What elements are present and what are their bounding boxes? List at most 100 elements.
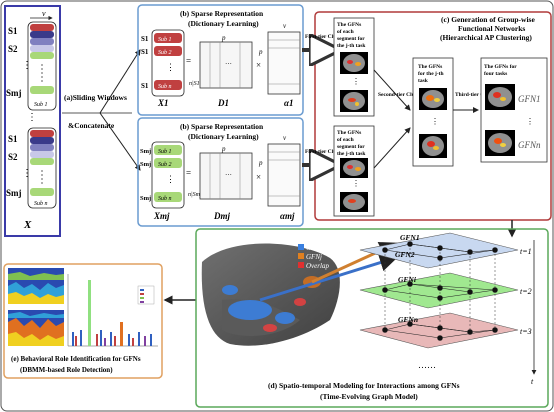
- row-label: Smj: [6, 188, 22, 198]
- svg-text:GFN2: GFN2: [395, 250, 415, 259]
- dots: ⋮: [27, 112, 37, 123]
- svg-text:Sub n: Sub n: [158, 196, 172, 202]
- panel-e-border: [3, 263, 163, 379]
- row-label: S2: [8, 44, 18, 54]
- svg-text:S1: S1: [141, 82, 149, 90]
- svg-text:GFN1: GFN1: [400, 233, 420, 242]
- svg-text:S1: S1: [141, 48, 149, 56]
- gfn1-label: GFN1: [518, 94, 541, 104]
- svg-text:⋮: ⋮: [166, 174, 175, 184]
- panel-a-top-stack: S1 S2 ⋮ Smj Sub 1: [6, 21, 57, 111]
- svg-text:p: p: [221, 34, 226, 42]
- alphamj-label: αmj: [280, 211, 295, 221]
- svg-text:GFNn: GFNn: [398, 315, 418, 324]
- svg-text:=: =: [186, 56, 191, 66]
- svg-text:GFNi: GFNi: [306, 244, 322, 252]
- panel-b-top: (b) Sparse Representation (Dictionary Le…: [137, 4, 304, 116]
- svg-text:The GFNs: The GFNs: [337, 130, 361, 136]
- panel-e: (e) Behavioral Role Identification for G…: [3, 263, 163, 379]
- svg-text:p: p: [258, 48, 263, 56]
- panel-d: GFNi GFNj Overlap: [195, 228, 549, 408]
- row-label: Smj: [6, 88, 22, 98]
- svg-text:the j-th task: the j-th task: [337, 151, 366, 157]
- gfnn-label: GFNn: [518, 140, 541, 150]
- svg-text:the j-th task: the j-th task: [337, 43, 366, 49]
- svg-text:v: v: [283, 22, 287, 30]
- panel-e-caption1: (e) Behavioral Role Identification for G…: [11, 355, 141, 363]
- svg-text:Sub 2: Sub 2: [158, 50, 172, 56]
- dots: ⋮: [22, 168, 32, 179]
- svg-text:⋮: ⋮: [431, 117, 439, 126]
- panel-c-title1: (c) Generation of Group-wise: [441, 15, 535, 24]
- svg-text:of each: of each: [337, 29, 354, 35]
- svg-text:⋮: ⋮: [166, 62, 175, 72]
- panel-b-title2: (Dictionary Learning): [188, 19, 259, 28]
- svg-text:task: task: [418, 78, 429, 84]
- svg-text:segment for: segment for: [337, 144, 365, 150]
- row-label: S1: [8, 26, 18, 36]
- panel-c: (c) Generation of Group-wise Functional …: [302, 11, 552, 221]
- ellipsis: ……: [418, 360, 436, 370]
- svg-text:=: =: [186, 168, 191, 178]
- svg-text:···: ···: [225, 171, 232, 179]
- svg-text:v: v: [283, 134, 287, 142]
- t-axis-label: t: [531, 377, 534, 386]
- svg-text:⋮: ⋮: [352, 179, 360, 188]
- svg-text:Sub n: Sub n: [158, 84, 172, 90]
- subn-block: [30, 52, 54, 59]
- row-label: S2: [8, 152, 18, 162]
- step-a-line2: &Concatenate: [68, 121, 115, 130]
- panel-c-border: [314, 11, 552, 221]
- time-label: t=2: [520, 287, 532, 296]
- svg-text:GFNj: GFNj: [306, 253, 322, 261]
- svg-text:···: ···: [225, 60, 232, 68]
- xmj-label: Xmj: [153, 211, 170, 221]
- time-label: t=3: [520, 327, 532, 336]
- alpha1-label: α1: [284, 98, 293, 108]
- svg-text:Sub 1: Sub 1: [158, 149, 172, 155]
- svg-text:×: ×: [256, 60, 261, 70]
- svg-text:segment for: segment for: [337, 36, 365, 42]
- svg-text:(b) Sparse Representation: (b) Sparse Representation: [180, 122, 264, 131]
- panel-d-border: [195, 228, 549, 408]
- svg-text:p: p: [221, 145, 226, 153]
- panel-a-border: [4, 5, 61, 237]
- svg-text:First-tier Clustering: First-tier Clustering: [305, 34, 353, 40]
- svg-text:for the j-th: for the j-th: [418, 71, 444, 77]
- svg-text:p: p: [258, 159, 263, 167]
- svg-text:Second-tier Clustering: Second-tier Clustering: [378, 92, 431, 98]
- role-stackplot-top: [8, 268, 64, 304]
- step-a: (a)Sliding Windows &Concatenate: [62, 49, 141, 171]
- panel-b-bottom: (b) Sparse Representation (Dictionary Le…: [137, 117, 304, 227]
- row-label: S1: [8, 134, 18, 144]
- svg-text:n|S1|: n|S1|: [189, 81, 202, 87]
- svg-text:The GFNs: The GFNs: [418, 64, 442, 70]
- subn-label: Sub n: [34, 201, 48, 207]
- svg-text:four tasks: four tasks: [484, 71, 507, 77]
- svg-text:Sub 1: Sub 1: [158, 37, 172, 43]
- panel-d-caption1: (d) Spatio-temporal Modeling for Interac…: [268, 381, 460, 390]
- panel-c-title3: (Hierarchical AP Clustering): [440, 33, 532, 42]
- time-label: t=1: [520, 247, 532, 256]
- svg-text:of each: of each: [337, 137, 354, 143]
- svg-text:×: ×: [256, 172, 261, 182]
- sub1-label: Sub 1: [34, 102, 48, 108]
- panel-a-bottom-stack: S1 S2 ⋮ Smj Sub n: [6, 127, 57, 209]
- svg-text:(Dictionary Learning): (Dictionary Learning): [188, 132, 259, 141]
- svg-text:Overlap: Overlap: [306, 262, 329, 270]
- svg-text:Third-tier Clustering: Third-tier Clustering: [455, 92, 505, 98]
- svg-text:First-tier Clustering: First-tier Clustering: [305, 149, 353, 155]
- brain-surface-image: [201, 243, 340, 346]
- panel-d-caption2: (Time-Evolving Graph Model): [320, 392, 418, 401]
- panel-e-caption2: (DBMM-based Role Detection): [20, 366, 113, 374]
- svg-text:⋮: ⋮: [526, 117, 534, 126]
- sub1-block: [30, 24, 54, 31]
- role-stackplot-bottom: [8, 310, 64, 346]
- step-a-line1: (a)Sliding Windows: [64, 93, 127, 102]
- svg-text:⋮: ⋮: [352, 77, 360, 86]
- svg-text:The GFNs for: The GFNs for: [484, 64, 517, 70]
- panel-a-matrix-label: X: [23, 219, 32, 231]
